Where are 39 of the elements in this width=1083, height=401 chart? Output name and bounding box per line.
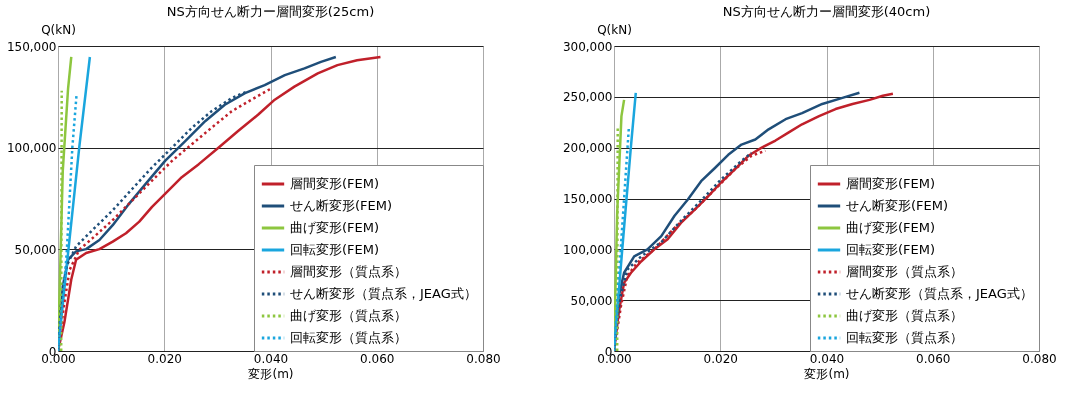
chart-title: NS方向せん断力ー層間変形(25cm) xyxy=(166,4,375,19)
x-tick-label: 0.040 xyxy=(809,351,845,366)
legend-label: 曲げ変形（質点系） xyxy=(290,308,407,323)
x-axis-title: 変形(m) xyxy=(248,366,294,381)
legend-label: 層間変形(FEM) xyxy=(846,176,936,191)
x-tick-label: 0.080 xyxy=(466,351,501,366)
legend-label: せん断変形（質点系，JEAG式） xyxy=(846,286,1033,301)
y-tick-label: 150,000 xyxy=(6,39,57,54)
legend-label: 曲げ変形（質点系） xyxy=(846,308,963,323)
legend-label: 回転変形（質点系） xyxy=(290,330,407,345)
y-tick-label: 200,000 xyxy=(562,141,613,156)
y-tick-label: 150,000 xyxy=(562,192,613,206)
y-axis-title: Q(kN) xyxy=(41,22,76,37)
legend-label: 層間変形(FEM) xyxy=(290,176,380,191)
legend-label: 層間変形（質点系） xyxy=(290,264,407,279)
x-tick-label: 0.060 xyxy=(360,351,395,366)
y-axis-title: Q(kN) xyxy=(597,22,632,37)
legend-label: 回転変形(FEM) xyxy=(846,242,936,257)
y-tick-label: 300,000 xyxy=(562,39,613,54)
x-tick-label: 0.080 xyxy=(1022,351,1057,366)
legend-label: 回転変形（質点系） xyxy=(846,330,963,345)
legend-label: 層間変形（質点系） xyxy=(846,264,963,279)
x-tick-label: 0.020 xyxy=(147,351,182,366)
legend-label: 回転変形(FEM) xyxy=(290,242,380,257)
legend-label: せん断変形（質点系，JEAG式） xyxy=(290,286,477,301)
y-tick-label: 250,000 xyxy=(562,90,613,105)
legend-label: 曲げ変形(FEM) xyxy=(846,220,936,235)
legend-label: せん断変形(FEM) xyxy=(290,198,393,213)
y-tick-label: 100,000 xyxy=(562,242,613,257)
x-tick-label: 0.060 xyxy=(916,351,951,366)
y-tick-label: 100,000 xyxy=(6,141,57,156)
y-tick-label: 50,000 xyxy=(570,293,613,308)
chart-title: NS方向せん断力ー層間変形(40cm) xyxy=(722,4,931,19)
legend-label: せん断変形(FEM) xyxy=(846,198,949,213)
y-tick-label: 50,000 xyxy=(14,242,57,257)
legend-label: 曲げ変形(FEM) xyxy=(290,220,380,235)
x-axis-title: 変形(m) xyxy=(804,366,850,381)
x-tick-label: 0.020 xyxy=(703,351,738,366)
x-tick-label: 0.040 xyxy=(253,351,289,366)
